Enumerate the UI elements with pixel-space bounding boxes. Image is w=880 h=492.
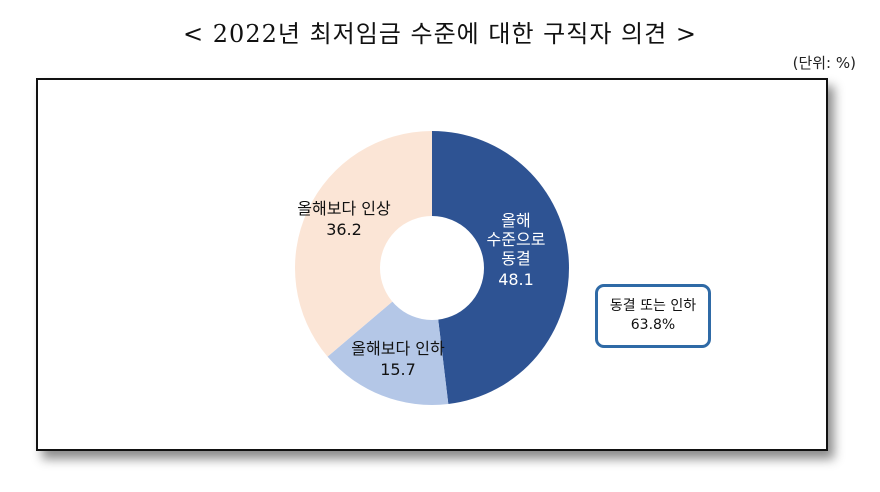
unit-label: (단위: %) bbox=[792, 54, 856, 72]
svg-text:수준으로: 수준으로 bbox=[487, 230, 546, 249]
svg-text:올해보다 인상: 올해보다 인상 bbox=[297, 199, 391, 218]
callout-label: 동결 또는 인하 bbox=[609, 298, 697, 314]
svg-text:올해: 올해 bbox=[501, 211, 530, 230]
summary-callout: 동결 또는 인하 63.8% bbox=[595, 284, 711, 348]
svg-text:36.2: 36.2 bbox=[326, 220, 362, 239]
donut-slice bbox=[432, 131, 569, 405]
svg-text:동결: 동결 bbox=[501, 249, 530, 268]
label-increase: 올해보다 인상 36.2 bbox=[297, 199, 391, 239]
label-decrease: 올해보다 인하 15.7 bbox=[351, 339, 445, 379]
svg-text:15.7: 15.7 bbox=[380, 360, 416, 379]
svg-text:올해보다 인하: 올해보다 인하 bbox=[351, 339, 445, 358]
callout-value: 63.8% bbox=[630, 317, 676, 333]
donut-hole bbox=[380, 216, 484, 320]
chart-title: < 2022년 최저임금 수준에 대한 구직자 의견 > bbox=[183, 20, 697, 48]
label-freeze: 올해 수준으로 동결 48.1 bbox=[487, 211, 546, 289]
donut-slice bbox=[295, 131, 432, 357]
svg-text:48.1: 48.1 bbox=[498, 270, 534, 289]
